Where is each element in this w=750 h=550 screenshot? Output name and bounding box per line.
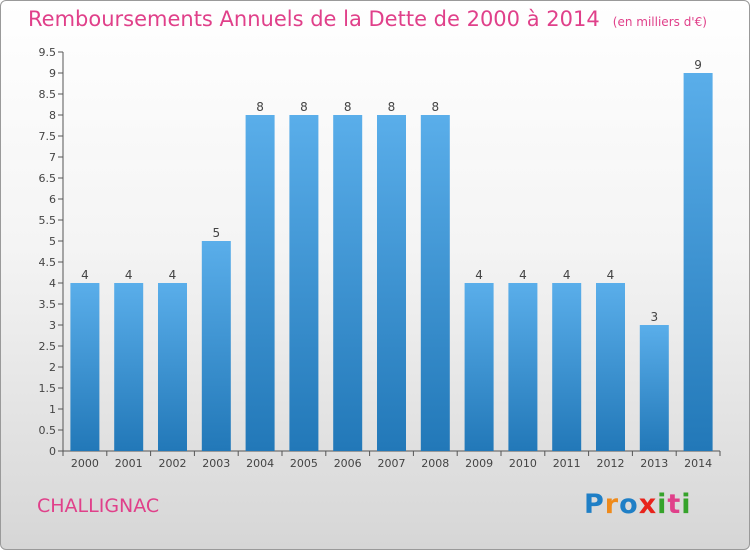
data-label-2009: 4 [475,268,483,282]
y-tick-label: 0 [49,445,56,458]
y-tick-label: 3 [49,319,56,332]
y-tick-label: 7 [49,151,56,164]
data-label-2003: 5 [212,226,220,240]
data-label-2007: 8 [388,100,396,114]
bar-2012 [596,283,625,451]
logo-letter: o [619,489,639,520]
bar-2009 [464,283,494,451]
x-tick-label-2004: 2004 [246,457,274,470]
x-tick-label-2003: 2003 [202,457,230,470]
data-label-2012: 4 [607,268,615,282]
bar-2001 [114,283,144,451]
x-axis: 2000 2001 2002 2003 2004 2005 2006 2007 2008 2009… [62,450,721,470]
data-label-2005: 8 [300,100,308,114]
logo-letter: t [667,489,682,520]
y-tick-label: 0.5 [39,424,57,437]
x-tick-label-2001: 2001 [115,457,143,470]
y-tick-label: 5 [49,235,56,248]
bar-2007 [377,115,406,451]
x-tick-label-2005: 2005 [290,457,318,470]
x-tick-label-2002: 2002 [159,457,187,470]
data-label-2008: 8 [431,100,439,114]
data-label-2011: 4 [563,268,571,282]
bar-2004 [245,115,275,451]
y-tick-label: 4 [49,277,56,290]
data-label-2006: 8 [344,100,352,114]
chart-title-unit: (en milliers d'€) [612,15,707,29]
y-tick-label: 4.5 [39,256,57,269]
bar-2011 [552,283,582,451]
x-tick-label-2014: 2014 [684,457,712,470]
logo-letter: r [604,489,620,520]
bars: 4 4 4 5 8 8 8 8 8 4 4 4 4 3 9 [70,58,713,451]
bar-2000 [70,283,100,451]
x-tick-label-2007: 2007 [378,457,406,470]
y-tick-label: 1.5 [39,382,57,395]
y-tick-label: 2 [49,361,56,374]
y-tick-label: 7.5 [39,130,57,143]
logo-letter: i [657,489,668,520]
chart-title: Remboursements Annuels de la Dette de 20… [28,7,707,31]
y-tick-label: 1 [49,403,56,416]
y-axis: 0 0.5 1 1.5 2 2.5 3 3.5 4 4.5 5 5.5 6 6.5 7 7.5 8 8.5 9 9.5 [39,46,64,458]
bar-2002 [158,283,187,451]
bar-2014 [683,73,713,451]
y-tick-label: 8.5 [39,88,57,101]
logo-letter: i [681,489,692,520]
x-tick-label-2010: 2010 [509,457,537,470]
data-label-2002: 4 [169,268,177,282]
y-tick-label: 8 [49,109,56,122]
logo-letter: x [638,489,658,520]
bar-2005 [289,115,319,451]
data-label-2004: 8 [256,100,264,114]
x-tick-label-2009: 2009 [465,457,493,470]
x-tick-label-2012: 2012 [597,457,625,470]
commune-name: CHALLIGNAC [37,495,160,517]
y-tick-label: 3.5 [39,298,57,311]
data-label-2001: 4 [125,268,133,282]
y-tick-label: 9 [49,67,56,80]
y-tick-label: 5.5 [39,214,57,227]
bar-2010 [508,283,538,451]
data-label-2000: 4 [81,268,89,282]
data-label-2010: 4 [519,268,527,282]
proxiti-logo: Proxiti [584,489,692,520]
data-label-2014: 9 [694,58,702,72]
bar-2013 [639,325,669,451]
data-label-2013: 3 [650,310,658,324]
y-tick-label: 6 [49,193,56,206]
y-tick-label: 2.5 [39,340,57,353]
y-tick-label: 6.5 [39,172,57,185]
x-tick-label-2013: 2013 [640,457,668,470]
x-tick-label-2006: 2006 [334,457,362,470]
x-tick-label-2011: 2011 [553,457,581,470]
y-tick-label: 9.5 [39,46,57,59]
x-tick-label-2008: 2008 [421,457,449,470]
bar-2006 [333,115,363,451]
bar-2008 [420,115,450,451]
chart-title-main: Remboursements Annuels de la Dette de 20… [28,7,600,31]
bar-2003 [201,241,231,451]
logo-letter: P [584,489,605,520]
x-tick-label-2000: 2000 [71,457,99,470]
